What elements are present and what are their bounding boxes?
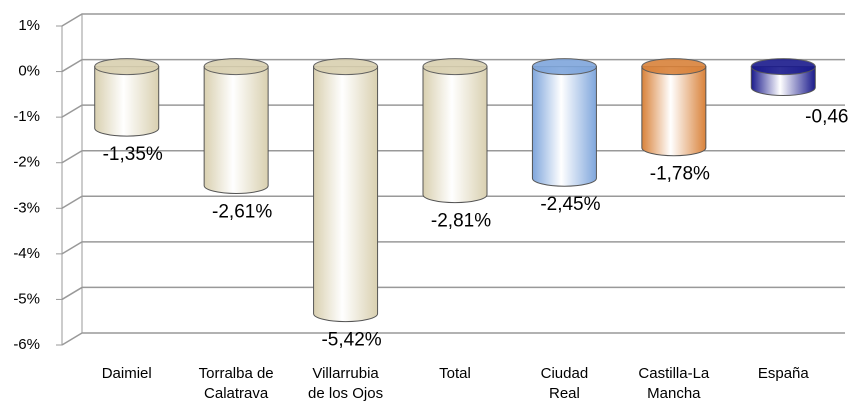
value-label: -5,42% [321, 330, 381, 351]
grid-line [61, 13, 845, 27]
bar [422, 66, 488, 204]
y-tick-label: -1% [13, 108, 40, 125]
y-tick-label: -5% [13, 290, 40, 307]
x-tick-label: Castilla-La Mancha [638, 365, 710, 402]
y-tick-label: -2% [13, 154, 40, 171]
x-tick-label: Torralba de Calatrava [198, 365, 274, 402]
grid-line [61, 286, 845, 301]
bar [531, 66, 597, 187]
grid-line [61, 58, 845, 73]
grid-line [61, 241, 845, 255]
x-tick-label: España [757, 365, 809, 382]
x-tick-label: Ciudad Real [540, 365, 589, 402]
value-label: -1,78% [650, 164, 710, 185]
bar [641, 66, 707, 157]
y-tick-label: -3% [13, 199, 40, 216]
bar [94, 66, 160, 137]
bar-top [531, 58, 597, 76]
grid-line [61, 332, 845, 346]
x-tick-label: Total [439, 365, 471, 382]
bar [203, 66, 269, 195]
x-tick-label: Daimiel [101, 365, 152, 382]
bar-top [203, 58, 269, 76]
y-tick-label: 1% [18, 17, 40, 34]
bar-top [94, 58, 160, 76]
value-label: -2,61% [212, 202, 272, 223]
y-tick-label: 0% [18, 63, 40, 80]
value-label: -0,46% [805, 107, 849, 128]
bar-top [750, 58, 816, 76]
value-label: -1,35% [103, 144, 163, 165]
value-label: -2,45% [540, 194, 600, 215]
value-label: -2,81% [431, 211, 491, 232]
bar [313, 66, 379, 323]
x-tick-label: Villarrubia de los Ojos [308, 365, 384, 402]
grid-line [61, 195, 845, 209]
bar-top [641, 58, 707, 76]
y-tick-label: -4% [13, 245, 40, 262]
bar-top [422, 58, 488, 76]
y-tick-label: -6% [13, 336, 40, 353]
bar-top [313, 58, 379, 76]
